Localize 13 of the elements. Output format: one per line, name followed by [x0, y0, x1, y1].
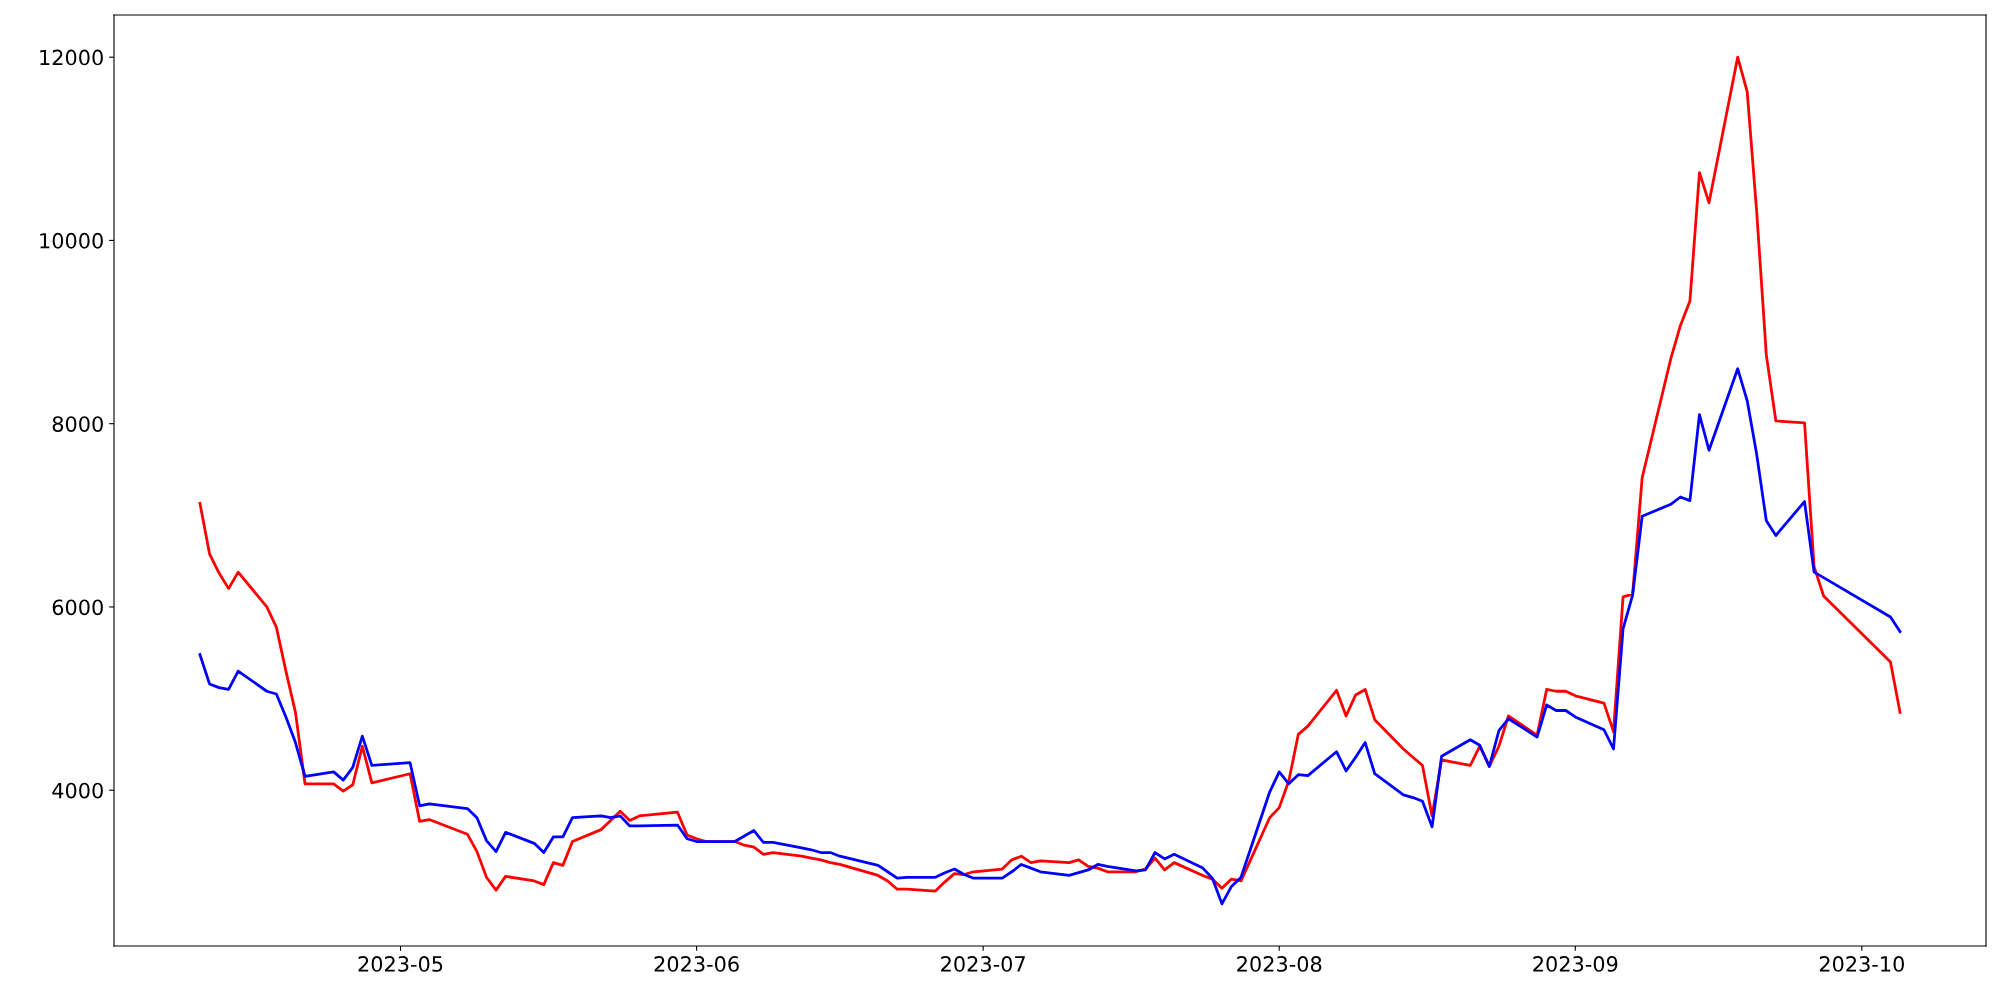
line-series: [198, 55, 1902, 893]
y-tick-label: 4000: [52, 782, 103, 799]
y-tick-label: 12000: [40, 49, 103, 66]
x-tick-label: 2023-09: [1533, 956, 1618, 972]
x-tick-label: 2023-07: [941, 956, 1025, 972]
x-tick-label: 2023-05: [358, 956, 443, 972]
x-tick-label: 2023-06: [654, 956, 739, 972]
x-tick-label: 2023-08: [1237, 956, 1322, 972]
x-tick-label: 2023-10: [1819, 956, 1904, 972]
y-tick-label: 10000: [40, 232, 103, 249]
y-tick-label: 6000: [52, 599, 103, 616]
y-tick-label: 8000: [52, 416, 103, 432]
line-series: [198, 367, 1902, 906]
